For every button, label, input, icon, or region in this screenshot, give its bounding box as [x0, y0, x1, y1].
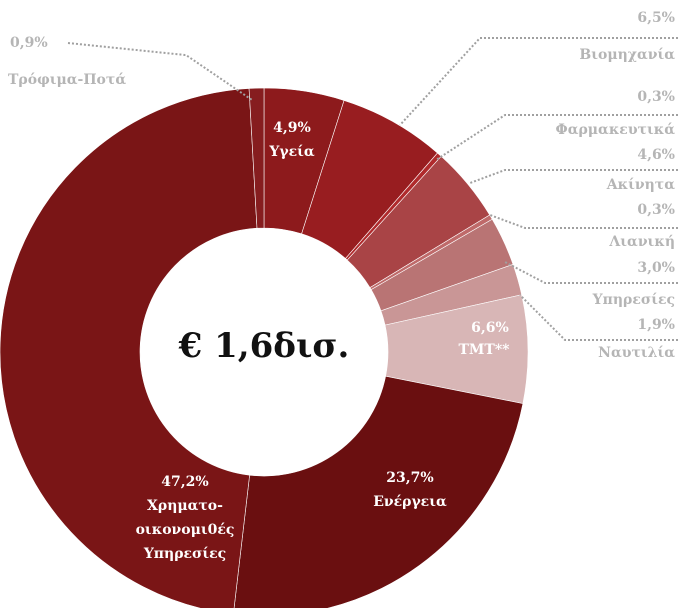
slice-name-label: Τρόφιμα-Ποτά: [8, 72, 126, 88]
leader-line: [489, 214, 678, 229]
slice-name-label: Φαρμακευτικά: [556, 122, 676, 138]
chart-title: € 1,6δισ.: [178, 326, 350, 366]
slice-value-label: 0,9%: [10, 35, 48, 51]
slice-value-label: 6,5%: [637, 10, 675, 26]
slice-value-label: 0,3%: [637, 89, 675, 105]
slice-value-label: 1,9%: [637, 317, 675, 333]
slice-name-label: Ναυτιλία: [598, 344, 675, 361]
slice-value-label: 4,9%: [273, 120, 311, 136]
slice-name-label: Υπηρεσίες: [592, 291, 675, 308]
slice-name-label: Υγεία: [268, 143, 315, 160]
slice-name-label: Ακίνητα: [606, 176, 675, 193]
slice: [248, 87, 265, 229]
slice: [233, 375, 524, 608]
leader-line: [399, 37, 678, 126]
leader-line: [519, 294, 678, 341]
slice-value-label: 47,2%: [161, 474, 209, 490]
slice-name-label: Ενέργεια: [373, 494, 447, 510]
leader-line: [435, 114, 678, 161]
slice-value-label: 4,6%: [637, 147, 675, 163]
slice: [0, 88, 258, 608]
slice-label: 47,2% Χρηματο-οικονομι0ές Υπηρεσίες: [90, 470, 280, 566]
slice-value-label: 6,6%: [471, 320, 509, 336]
slice-name-label: TMT**: [459, 342, 511, 358]
slice-name-label: Λιανική: [608, 234, 675, 250]
slice-name-label: Χρηματο-οικονομι0ές Υπηρεσίες: [135, 498, 235, 562]
slice-name-label: Βιομηχανία: [579, 46, 675, 63]
leader-line: [469, 169, 678, 184]
slice-value-label: 23,7%: [386, 470, 433, 486]
slice-value-label: 3,0%: [637, 260, 675, 276]
leader-line: [504, 261, 678, 284]
slice-value-label: 0,3%: [637, 202, 675, 218]
